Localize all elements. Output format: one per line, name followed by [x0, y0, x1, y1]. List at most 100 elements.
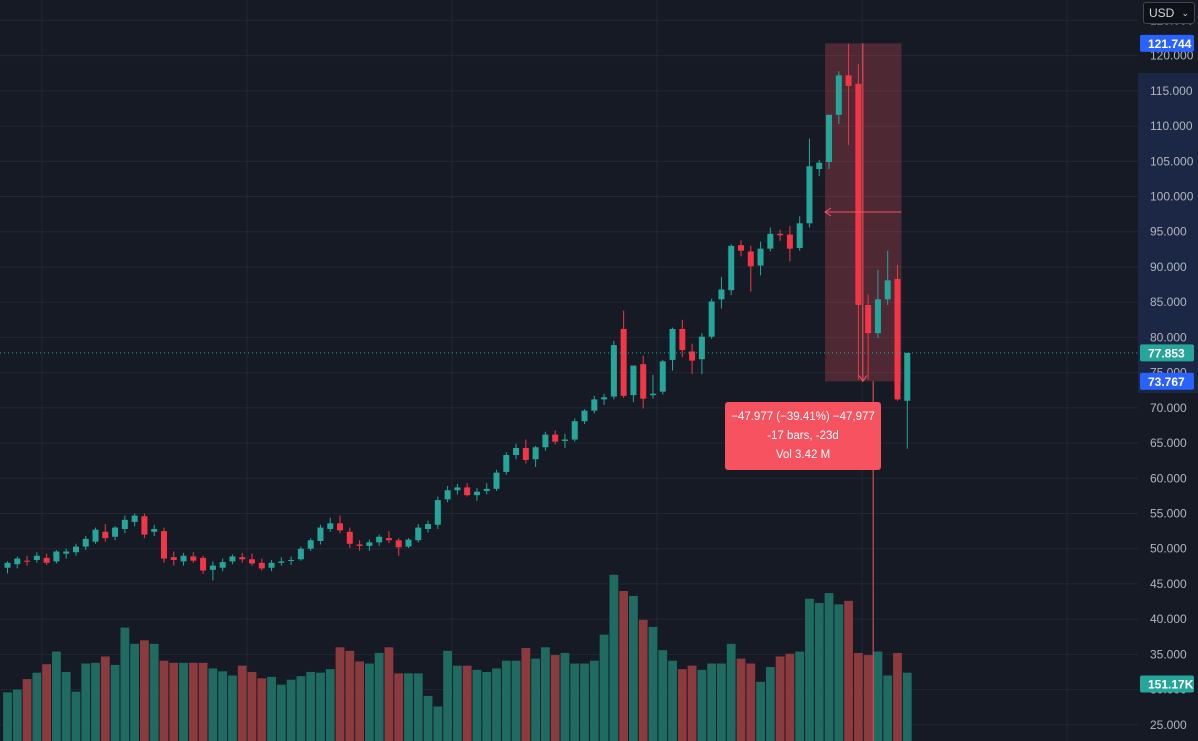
- candle-body: [405, 539, 412, 547]
- volume-bar: [169, 662, 179, 741]
- volume-bar: [130, 643, 140, 741]
- candle-body: [180, 555, 187, 562]
- volume-bar: [257, 678, 267, 741]
- volume-bar: [159, 660, 169, 741]
- volume-bar: [736, 658, 746, 741]
- volume-bar: [52, 651, 61, 741]
- candle-body: [816, 162, 823, 170]
- volume-bar: [814, 602, 824, 741]
- candle-body: [4, 562, 11, 568]
- volume-bar: [61, 671, 71, 741]
- volume-bar: [198, 662, 208, 741]
- volume-bar: [609, 574, 619, 741]
- candle-body: [200, 557, 207, 571]
- volume-bar: [267, 676, 276, 741]
- volume-bar: [795, 651, 805, 741]
- volume-bar: [335, 647, 345, 741]
- candle-body: [327, 523, 334, 529]
- price-axis-label: 115.000: [1150, 84, 1193, 98]
- measure-from-tag: 121.744: [1148, 37, 1192, 51]
- volume-bar: [668, 660, 677, 741]
- volume-bar: [120, 627, 130, 741]
- price-axis-label: 120.000: [1150, 49, 1194, 63]
- candle-body: [532, 447, 539, 460]
- currency-selector[interactable]: USD ⌄: [1143, 2, 1195, 24]
- candle-body: [72, 546, 79, 553]
- candle-body: [581, 410, 588, 422]
- volume-bar: [501, 660, 511, 741]
- price-axis-label: 25.000: [1150, 718, 1187, 732]
- candle-body: [786, 234, 793, 249]
- currency-label: USD: [1149, 6, 1175, 20]
- candle-body: [835, 75, 842, 115]
- volume-bar: [81, 663, 91, 741]
- candle-body: [874, 299, 881, 334]
- volume-bar: [775, 656, 785, 741]
- candle-body: [679, 328, 686, 351]
- candle-body: [141, 516, 148, 535]
- candle-body: [102, 531, 109, 539]
- volume-bar: [570, 663, 580, 741]
- volume-bars: [3, 574, 912, 741]
- volume-bar: [462, 665, 472, 741]
- volume-bar: [404, 673, 413, 741]
- candle-body: [894, 278, 901, 400]
- candle-body: [239, 557, 246, 560]
- candle-body: [777, 233, 784, 236]
- candle-body: [268, 562, 275, 568]
- candle-body: [855, 83, 862, 305]
- candle-body: [767, 233, 774, 249]
- measure-bars-text: -17 bars, -23d: [767, 430, 839, 442]
- volume-bar: [208, 668, 218, 741]
- candle-body: [219, 562, 226, 568]
- candle-body: [689, 351, 696, 361]
- candle-body: [454, 487, 461, 491]
- volume-bar: [697, 669, 707, 741]
- candle-body: [385, 538, 392, 541]
- candle-body: [92, 529, 99, 542]
- volume-bar: [746, 663, 756, 741]
- volume-bar: [638, 619, 648, 741]
- volume-bar: [394, 673, 404, 741]
- last-volume-tag-bg: [1140, 675, 1194, 693]
- volume-bar: [384, 647, 394, 741]
- candle-body: [708, 301, 715, 337]
- candle-body: [356, 544, 363, 546]
- price-axis-label: 50.000: [1150, 542, 1187, 556]
- candle-body: [229, 556, 236, 562]
- candle-body: [561, 439, 568, 441]
- volume-bar: [443, 650, 452, 741]
- candle-body: [728, 245, 735, 291]
- price-axis-label: 35.000: [1150, 647, 1187, 661]
- candle-body: [337, 523, 344, 531]
- price-axis-label: 45.000: [1150, 577, 1187, 591]
- volume-bar: [364, 663, 374, 741]
- candle-body: [415, 527, 422, 541]
- candle-body: [845, 75, 852, 86]
- candle-body: [24, 560, 31, 562]
- price-axis[interactable]: 125.000120.000115.000110.000105.000100.0…: [1150, 13, 1194, 731]
- candle-body: [806, 166, 813, 224]
- candle-body: [503, 455, 510, 472]
- candle-body: [121, 519, 128, 529]
- candle-body: [395, 540, 402, 548]
- volume-bar: [658, 650, 668, 741]
- candle-body: [669, 328, 676, 360]
- volume-bar: [482, 671, 492, 741]
- volume-bar: [237, 665, 247, 741]
- volume-bar: [511, 660, 521, 741]
- volume-bar: [893, 652, 902, 741]
- candle-body: [464, 487, 471, 496]
- candle-body: [434, 500, 441, 525]
- price-axis-label: 100.000: [1150, 190, 1194, 204]
- volume-bar: [824, 593, 834, 741]
- volume-bar: [873, 651, 883, 741]
- volume-bar: [805, 598, 814, 741]
- candle-body: [112, 527, 119, 537]
- candle-body: [826, 114, 833, 163]
- measure-to-tag: 73.767: [1148, 375, 1185, 389]
- volume-bar: [492, 668, 501, 741]
- candle-body: [376, 536, 383, 543]
